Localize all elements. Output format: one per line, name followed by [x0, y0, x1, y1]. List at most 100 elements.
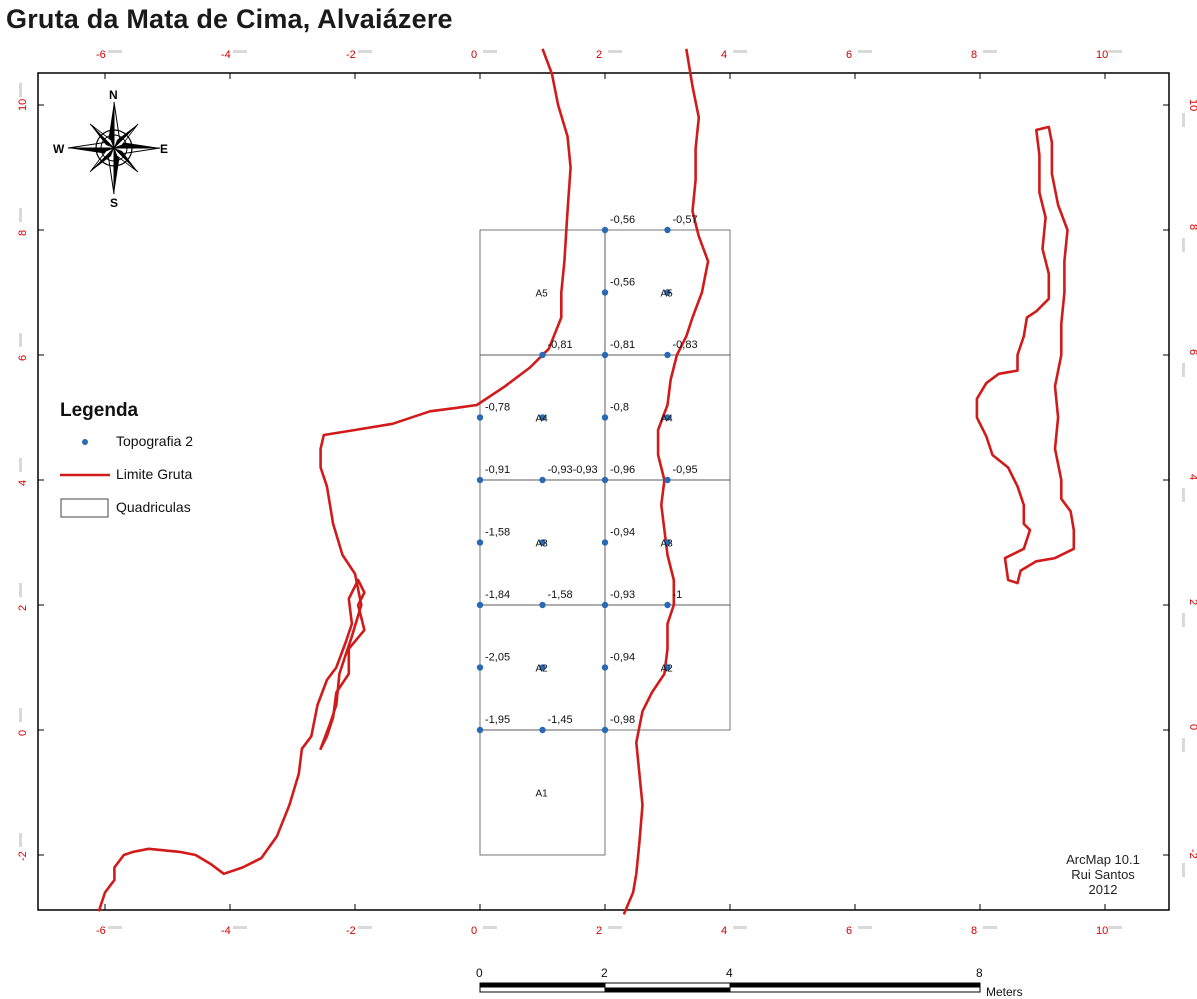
- bottom-tick-smear: [358, 926, 372, 929]
- compass-n: N: [109, 88, 118, 102]
- topography-point: [601, 476, 609, 484]
- topography-point-label: -0,78: [485, 402, 510, 414]
- topography-point: [601, 414, 609, 421]
- topography-point: [664, 351, 671, 359]
- topography-point: [601, 664, 609, 671]
- legend: Legenda Topografia 2 Limite Gruta Quadri…: [60, 400, 193, 531]
- bottom-tick-label: -2: [346, 925, 356, 937]
- legend-item-topografia: Topografia 2: [60, 432, 193, 465]
- axis-ticks-layer: -6 -6 -4 -4 -2 -2 0 0 2 2 4 4 6 6 8 8 10 10 10 10 8 8 6 6 4 4 2 2 0 0…: [17, 49, 1197, 937]
- legend-label-limite-gruta: Limite Gruta: [116, 466, 193, 482]
- bottom-tick-label: 8: [971, 925, 977, 937]
- credits-year: 2012: [1088, 882, 1118, 897]
- topography-point: [664, 289, 671, 296]
- top-tick-label: 6: [846, 49, 852, 61]
- bottom-tick-smear: [233, 926, 247, 929]
- left-tick-smear: [19, 583, 22, 597]
- compass-w: W: [53, 142, 65, 156]
- top-tick-smear: [358, 50, 372, 53]
- topography-point: [539, 601, 546, 609]
- topography-point-label: -0,57: [673, 214, 698, 226]
- cave-boundary-layer: [97, 48, 1076, 915]
- left-tick-smear: [19, 83, 22, 97]
- scale-seg-3: [730, 983, 980, 988]
- topography-point-label: -1,95: [485, 714, 510, 726]
- topography-point: [539, 351, 546, 359]
- topography-point: [601, 289, 609, 296]
- topography-point: [601, 726, 609, 734]
- topography-point: [539, 476, 546, 484]
- bottom-tick-smear: [1108, 926, 1122, 929]
- topography-point-label: -0,8: [610, 402, 629, 414]
- bottom-tick-smear: [733, 926, 747, 929]
- cell-label-a2: A2: [536, 664, 549, 675]
- topography-point: [664, 664, 671, 671]
- topography-point-label: -1,58: [485, 527, 510, 539]
- top-tick-label: -4: [221, 49, 231, 61]
- bottom-tick-label: 4: [721, 925, 727, 937]
- top-tick-smear: [108, 50, 122, 53]
- cell-label-a3: A3: [661, 539, 674, 550]
- topography-point-label: -0,56: [610, 277, 635, 289]
- north-arrow-icon: N S E W: [53, 88, 168, 210]
- right-tick-label: 10: [1187, 99, 1197, 111]
- topography-point-label: -0,94: [610, 527, 635, 539]
- topography-point: [476, 539, 484, 546]
- topography-point-label: -0,98: [610, 714, 635, 726]
- map-frame: [37, 72, 1170, 911]
- scale-label-0: 0: [476, 966, 483, 980]
- cave-boundary-east: [975, 125, 1076, 585]
- bottom-tick-smear: [108, 926, 122, 929]
- top-tick-label: -2: [346, 49, 356, 61]
- top-tick-label: 10: [1096, 49, 1108, 61]
- scale-seg-1: [480, 983, 605, 988]
- topography-point-label: -0,56: [610, 214, 635, 226]
- scale-unit: Meters: [986, 985, 1023, 999]
- right-tick-label: -2: [1187, 849, 1197, 859]
- top-tick-smear: [733, 50, 747, 53]
- topography-point: [476, 414, 484, 421]
- topography-point: [476, 726, 484, 734]
- cell-label-a3: A3: [536, 539, 549, 550]
- compass-s: S: [110, 196, 118, 210]
- topography-point-label: -1,84: [485, 589, 510, 601]
- topography-point-label: -1,45: [548, 714, 573, 726]
- top-tick-label: -6: [96, 49, 106, 61]
- topography-point: [664, 414, 671, 421]
- left-tick-label: 8: [17, 230, 29, 236]
- top-tick-smear: [858, 50, 872, 53]
- scale-label-4: 4: [726, 966, 733, 980]
- topography-points-layer: -0,56 -0,57 -0,56 -0,81 -0,81 -0,83 -0,78 -0,8 -…: [476, 214, 698, 734]
- topography-point: [539, 414, 546, 421]
- bottom-tick-label: -4: [221, 925, 231, 937]
- legend-label-topografia: Topografia 2: [116, 433, 194, 449]
- right-tick-label: 6: [1187, 349, 1197, 355]
- scale-label-2: 2: [601, 966, 608, 980]
- topography-point: [539, 539, 546, 546]
- topography-point-label: -1: [673, 589, 683, 601]
- right-tick-label: 8: [1187, 224, 1197, 230]
- left-tick-label: 2: [17, 605, 29, 611]
- right-tick-label: 4: [1187, 474, 1197, 480]
- credits-author: Rui Santos: [1071, 867, 1135, 882]
- cave-boundary-middle: [622, 48, 710, 915]
- top-tick-smear: [233, 50, 247, 53]
- top-tick-smear: [608, 50, 622, 53]
- right-tick-smear: [1182, 238, 1185, 252]
- legend-item-quadriculas: Quadriculas: [60, 498, 191, 531]
- bottom-tick-label: 6: [846, 925, 852, 937]
- red-line-icon: [60, 473, 110, 477]
- left-tick-smear: [19, 458, 22, 472]
- cell-label-a4: A4: [536, 414, 549, 425]
- right-tick-smear: [1182, 738, 1185, 752]
- left-tick-label: 0: [17, 730, 29, 736]
- top-tick-smear: [1108, 50, 1122, 53]
- topography-point: [664, 539, 671, 546]
- topography-point: [476, 476, 484, 484]
- topography-point-label: -0,93-0,93: [548, 464, 598, 476]
- right-tick-smear: [1182, 488, 1185, 502]
- topography-point-label: -0,81: [610, 339, 635, 351]
- blue-dot-icon: [82, 439, 88, 445]
- left-tick-label: 6: [17, 355, 29, 361]
- bottom-tick-smear: [858, 926, 872, 929]
